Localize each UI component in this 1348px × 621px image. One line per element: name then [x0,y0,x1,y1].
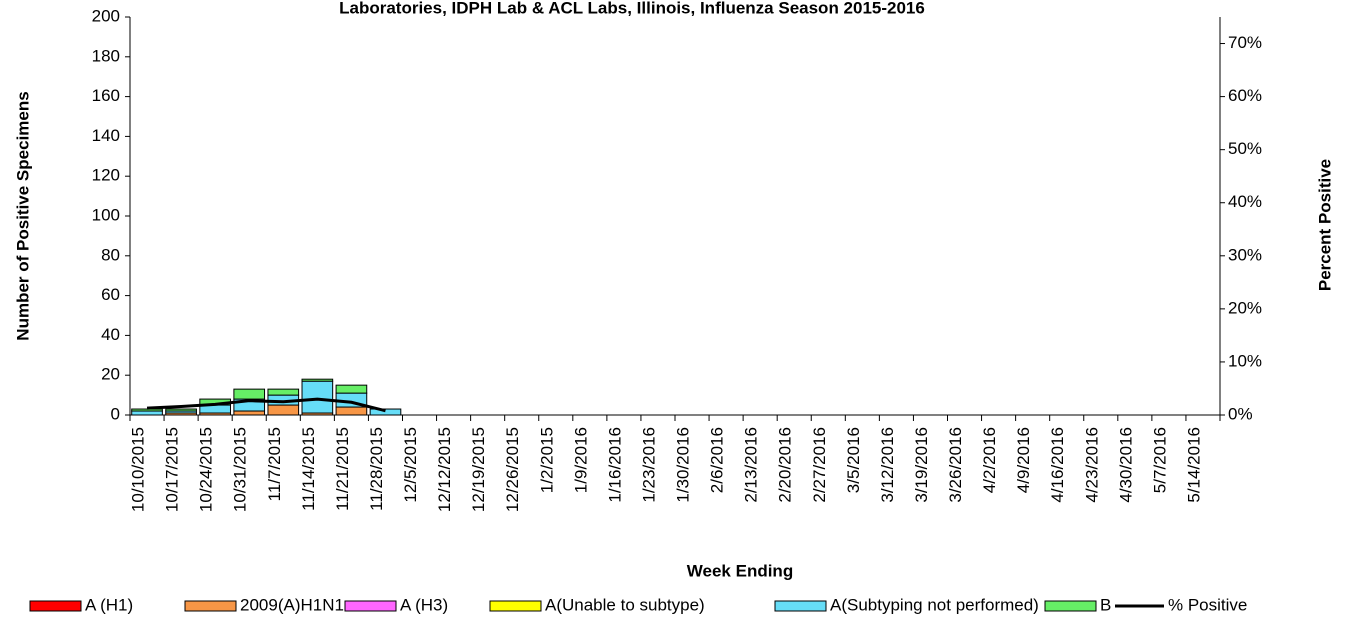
bar-segment [301,380,334,414]
x-tick-label: 1/16/2016 [605,427,624,503]
legend-swatch [29,600,82,612]
x-tick-label: 10/31/2015 [231,427,250,512]
x-tick-label: 12/19/2015 [469,427,488,512]
x-tick-label: 4/23/2016 [1082,427,1101,503]
y2-tick-label: 0% [1228,404,1253,423]
x-tick-label: 11/7/2015 [265,427,284,501]
bar-segment [165,408,197,412]
legend-label: A (H3) [400,595,448,614]
x-tick-label: 1/9/2016 [571,427,590,493]
legend-label: % Positive [1168,595,1247,614]
y-tick-label: 20 [101,365,120,384]
y-tick-label: 60 [101,285,120,304]
y-tick-label: 120 [92,166,120,185]
y-tick-label: 140 [92,126,120,145]
x-tick-label: 3/12/2016 [878,427,897,503]
x-tick-label: 11/21/2015 [333,427,352,511]
x-axis-title: Week Ending [687,561,793,580]
y2-tick-label: 70% [1228,33,1262,52]
x-tick-label: 3/5/2016 [844,427,863,493]
x-tick-label: 1/2/2015 [537,427,556,493]
legend-swatch [489,600,542,612]
x-tick-label: 12/5/2015 [401,427,420,503]
bar-segment [335,406,368,416]
legend-swatch [774,600,827,612]
legend-label: A(Subtyping not performed) [830,595,1039,614]
bar-segment [131,408,163,412]
legend-label: B [1100,595,1111,614]
legend-label: 2009(A)H1N1 [240,595,344,614]
bar-segment [233,388,266,400]
bar-segment [131,410,163,416]
bar-segment [267,388,300,396]
bar-segment [335,384,368,394]
x-tick-label: 2/20/2016 [776,427,795,503]
y-tick-label: 180 [92,46,120,65]
x-tick-label: 12/12/2015 [435,427,454,512]
x-tick-label: 10/17/2015 [163,427,182,512]
y-tick-label: 80 [101,245,120,264]
x-tick-label: 4/16/2016 [1048,427,1067,503]
x-tick-label: 5/7/2016 [1150,427,1169,493]
x-tick-label: 4/2/2016 [980,427,999,493]
x-tick-label: 5/14/2016 [1184,427,1203,503]
y2-tick-label: 40% [1228,192,1262,211]
y2-axis-title: Percent Positive [1315,159,1334,291]
x-tick-label: 11/14/2015 [299,427,318,511]
x-tick-label: 10/10/2015 [129,427,148,512]
y-tick-label: 160 [92,86,120,105]
x-tick-label: 2/6/2016 [708,427,727,493]
x-tick-label: 2/13/2016 [742,427,761,503]
x-tick-label: 11/28/2015 [367,427,386,511]
y2-tick-label: 10% [1228,351,1262,370]
y-tick-label: 40 [101,325,120,344]
legend-label: A (H1) [85,595,133,614]
legend-swatch [184,600,237,612]
line [146,397,386,413]
x-tick-label: 3/19/2016 [912,427,931,503]
y-tick-label: 200 [92,6,120,25]
bar-segment [301,378,334,382]
x-tick-label: 1/30/2016 [674,427,693,503]
x-tick-label: 1/23/2016 [639,427,658,503]
y-axis-title: Number of Positive Specimens [13,91,32,340]
bar-segment [369,408,402,416]
y2-tick-label: 30% [1228,245,1262,264]
y-tick-label: 100 [92,205,120,224]
y-tick-label: 0 [111,404,120,423]
chart-title: Laboratories, IDPH Lab & ACL Labs, Illin… [339,0,925,17]
x-tick-label: 4/9/2016 [1014,427,1033,493]
x-tick-label: 12/26/2015 [503,427,522,512]
legend-swatch [1044,600,1097,612]
y2-tick-label: 60% [1228,86,1262,105]
legend-swatch [344,600,397,612]
x-tick-label: 4/30/2016 [1116,427,1135,503]
bar-segment [267,404,300,416]
bar-segment [233,410,266,416]
x-tick-label: 3/26/2016 [946,427,965,503]
y2-tick-label: 50% [1228,139,1262,158]
x-tick-label: 10/24/2015 [197,427,216,512]
x-tick-label: 2/27/2016 [810,427,829,503]
y2-tick-label: 20% [1228,298,1262,317]
legend-label: A(Unable to subtype) [545,595,705,614]
